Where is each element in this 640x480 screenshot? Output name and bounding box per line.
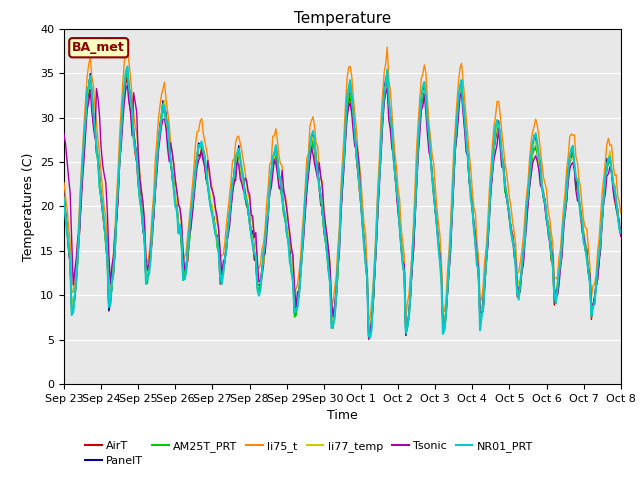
NR01_PRT xyxy=(366,335,374,340)
Line: li75_t: li75_t xyxy=(64,44,621,321)
Tsonic xyxy=(165,158,173,164)
li75_t xyxy=(412,183,419,189)
Tsonic xyxy=(365,336,372,342)
li77_temp xyxy=(365,332,372,338)
PanelT xyxy=(76,222,83,228)
li77_temp xyxy=(617,226,625,231)
NR01_PRT xyxy=(552,300,559,306)
AirT xyxy=(379,113,387,119)
PanelT xyxy=(124,66,131,72)
Line: li77_temp: li77_temp xyxy=(64,68,621,335)
X-axis label: Time: Time xyxy=(327,409,358,422)
NR01_PRT xyxy=(617,230,625,236)
AirT xyxy=(124,71,131,76)
li75_t xyxy=(60,180,68,185)
AM25T_PRT xyxy=(60,196,68,202)
PanelT xyxy=(165,141,173,147)
Tsonic xyxy=(76,228,83,234)
li75_t xyxy=(76,203,83,209)
li75_t xyxy=(380,70,388,75)
AirT xyxy=(165,147,173,153)
Line: AirT: AirT xyxy=(64,73,621,335)
AM25T_PRT xyxy=(412,214,419,220)
AM25T_PRT xyxy=(399,262,406,267)
NR01_PRT xyxy=(124,64,131,70)
Tsonic xyxy=(412,216,419,221)
li75_t xyxy=(124,41,131,47)
Tsonic xyxy=(552,289,559,295)
PanelT xyxy=(380,86,388,92)
li77_temp xyxy=(165,142,173,148)
AM25T_PRT xyxy=(617,228,625,234)
AirT xyxy=(617,233,625,239)
AM25T_PRT xyxy=(365,335,372,340)
NR01_PRT xyxy=(380,91,388,96)
AM25T_PRT xyxy=(380,95,388,100)
Line: NR01_PRT: NR01_PRT xyxy=(64,67,621,337)
AM25T_PRT xyxy=(165,151,173,156)
PanelT xyxy=(60,190,68,196)
NR01_PRT xyxy=(60,197,68,203)
li75_t xyxy=(365,318,372,324)
li77_temp xyxy=(412,204,419,210)
li77_temp xyxy=(552,286,559,291)
li77_temp xyxy=(380,94,388,100)
PanelT xyxy=(399,250,406,256)
NR01_PRT xyxy=(76,217,83,223)
Title: Temperature: Temperature xyxy=(294,11,391,26)
li75_t xyxy=(165,121,173,127)
AM25T_PRT xyxy=(124,71,131,76)
li75_t xyxy=(399,239,406,245)
AirT xyxy=(402,332,410,337)
AirT xyxy=(412,210,419,216)
li75_t xyxy=(552,275,559,281)
Tsonic xyxy=(124,83,131,88)
Line: AM25T_PRT: AM25T_PRT xyxy=(64,73,621,337)
Text: BA_met: BA_met xyxy=(72,41,125,54)
Legend: AirT, PanelT, AM25T_PRT, li75_t, li77_temp, Tsonic, NR01_PRT: AirT, PanelT, AM25T_PRT, li75_t, li77_te… xyxy=(81,436,538,471)
PanelT xyxy=(412,205,419,211)
Line: Tsonic: Tsonic xyxy=(64,85,621,339)
li77_temp xyxy=(399,250,406,256)
NR01_PRT xyxy=(399,262,406,267)
Tsonic xyxy=(60,132,68,137)
Tsonic xyxy=(399,259,406,264)
AirT xyxy=(397,240,405,246)
AirT xyxy=(60,192,68,197)
Tsonic xyxy=(617,233,625,239)
li77_temp xyxy=(60,194,68,200)
AM25T_PRT xyxy=(76,225,83,230)
PanelT xyxy=(365,334,372,340)
Tsonic xyxy=(380,100,388,106)
Y-axis label: Temperatures (C): Temperatures (C) xyxy=(22,152,35,261)
AM25T_PRT xyxy=(552,294,559,300)
li75_t xyxy=(617,210,625,216)
Line: PanelT: PanelT xyxy=(64,69,621,337)
NR01_PRT xyxy=(165,142,173,148)
li77_temp xyxy=(76,224,83,229)
PanelT xyxy=(617,231,625,237)
li77_temp xyxy=(124,65,131,71)
NR01_PRT xyxy=(412,207,419,213)
PanelT xyxy=(552,289,559,295)
AirT xyxy=(76,231,83,237)
AirT xyxy=(552,294,559,300)
